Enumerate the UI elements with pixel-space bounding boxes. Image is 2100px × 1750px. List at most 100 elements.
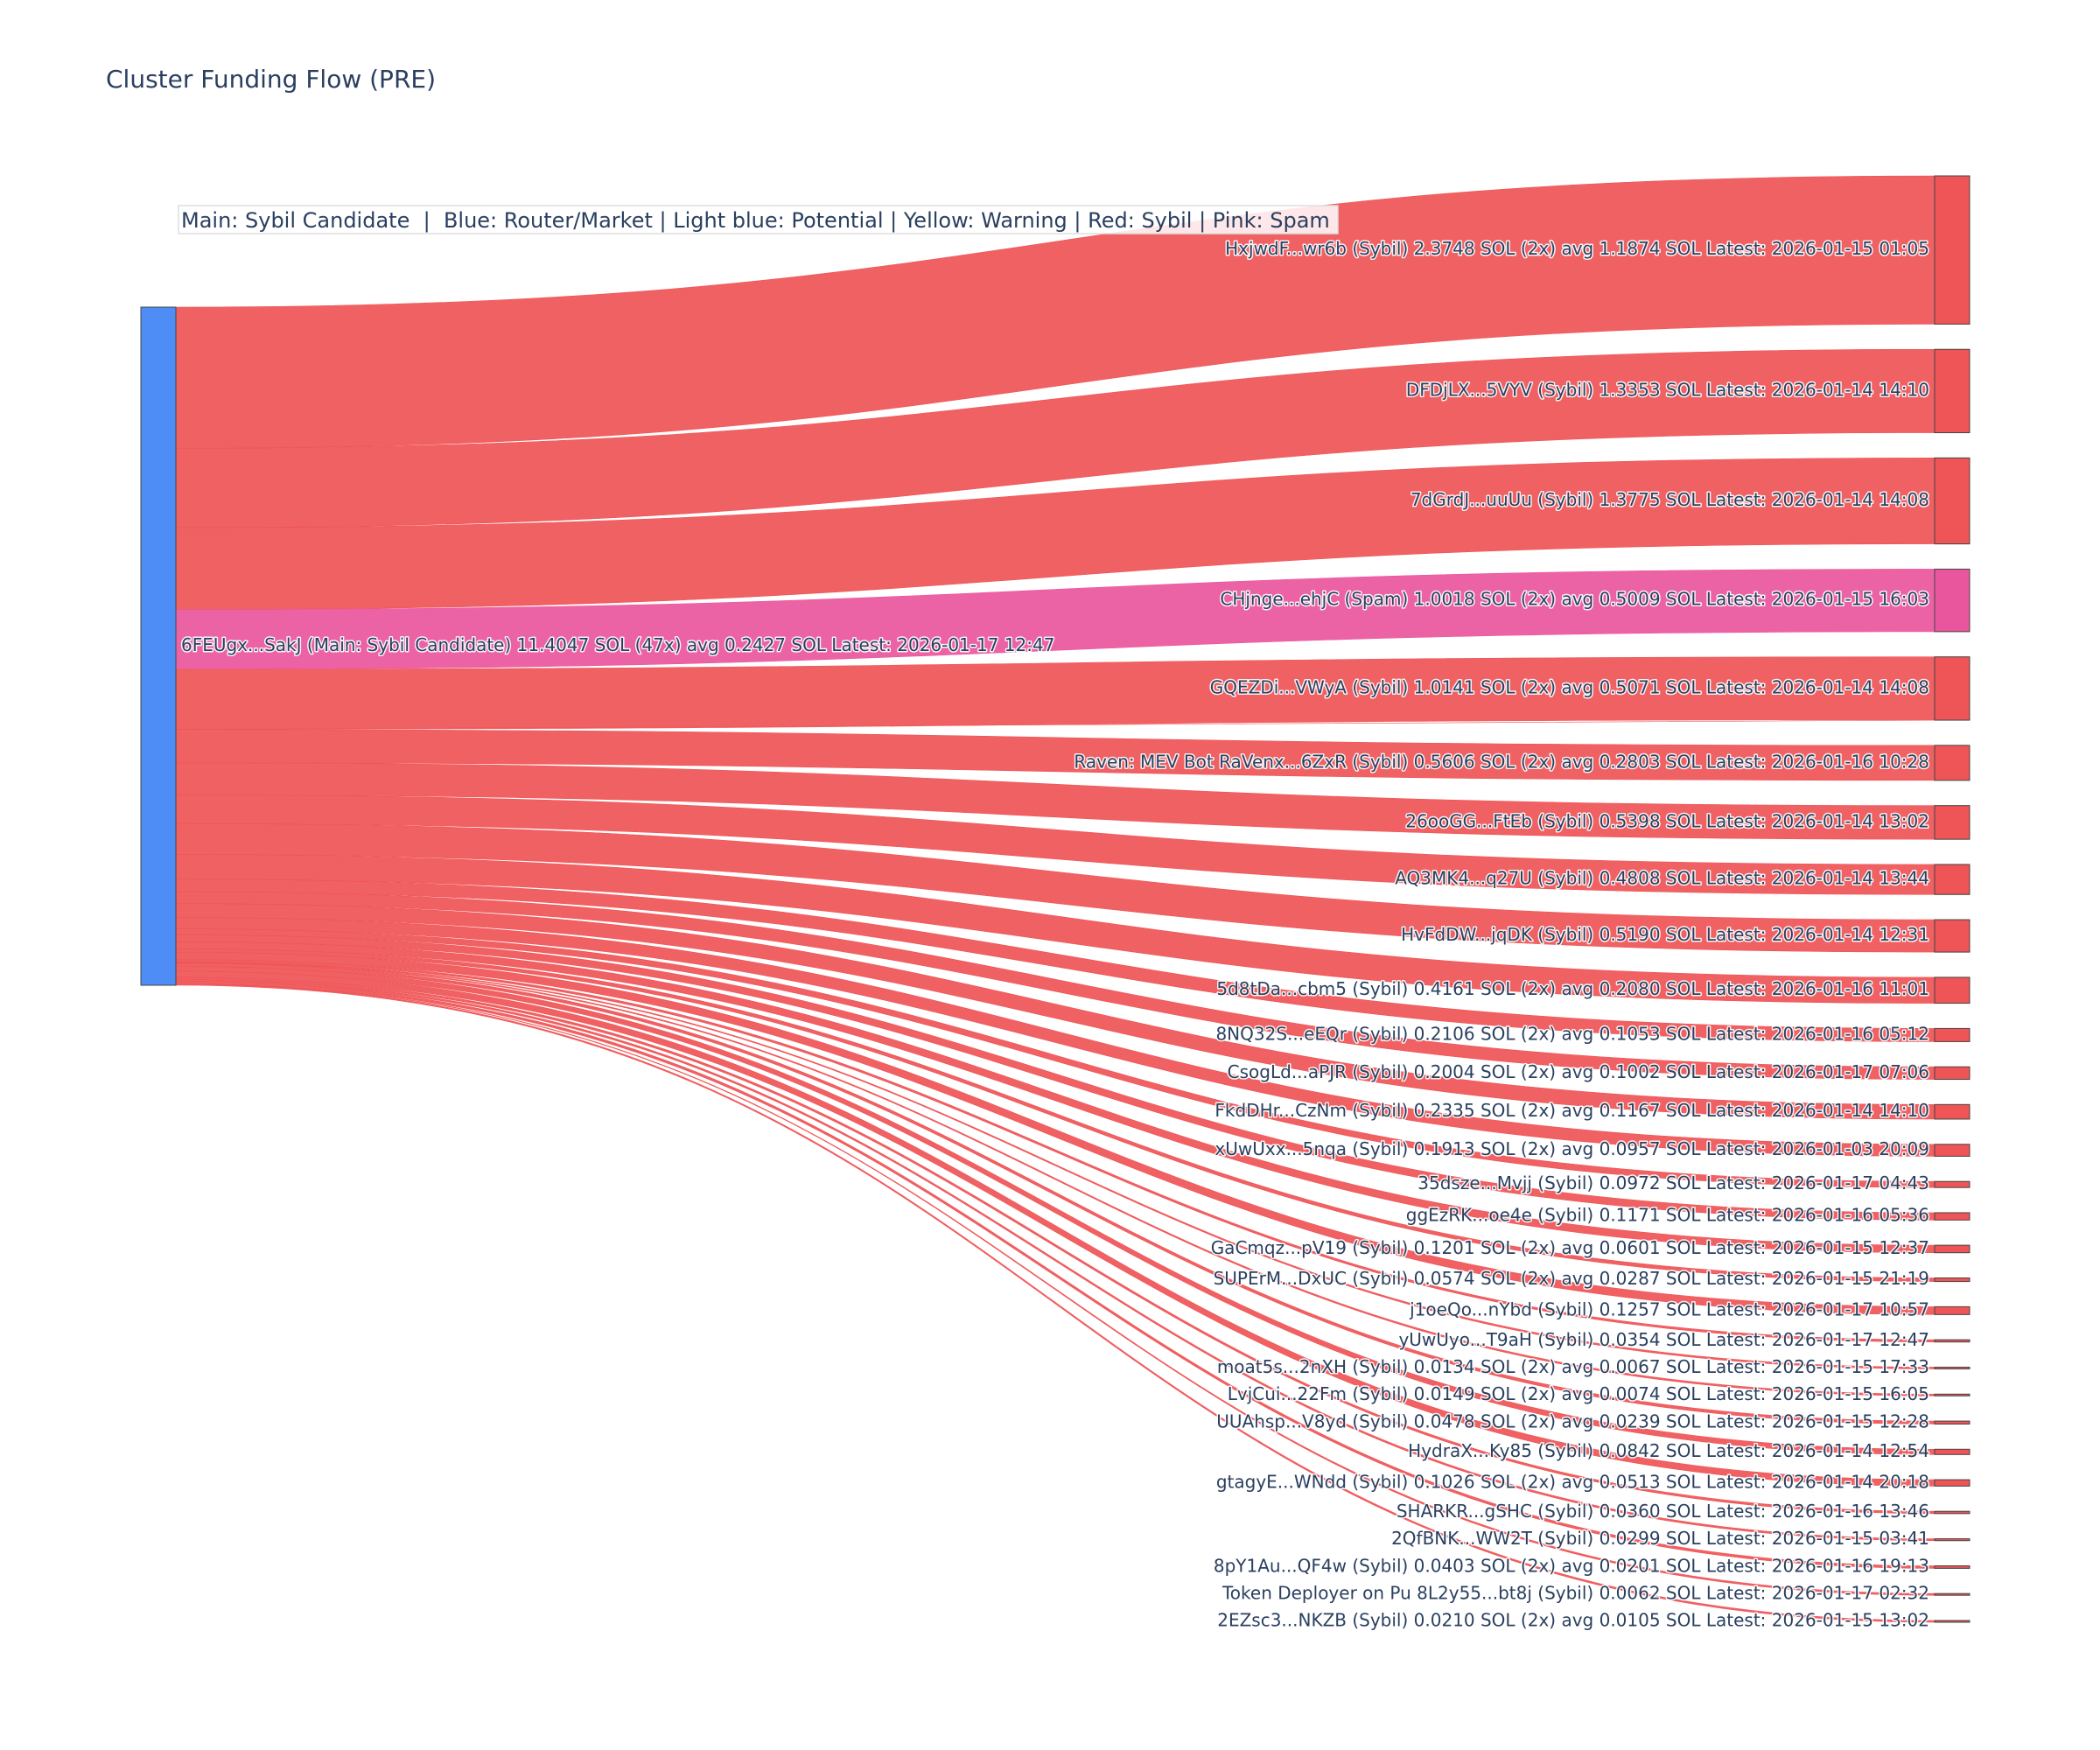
target-label-halo: xUwUxx...5nqa (Sybil) 0.1913 SOL (2x) av… — [1214, 1138, 1929, 1159]
target-node[interactable] — [1934, 457, 1970, 545]
target-node[interactable] — [1934, 1510, 1970, 1515]
target-node[interactable] — [1934, 805, 1970, 840]
target-label: SHARKR...gSHC (Sybil) 0.0360 SOL Latest:… — [1395, 1500, 1930, 1523]
target-label: 35dsze...Mvjj (Sybil) 0.0972 SOL Latest:… — [1417, 1172, 1931, 1195]
target-label-text: ggEzRK...oe4e (Sybil) 0.1171 SOL Latest:… — [1406, 1205, 1929, 1226]
target-label: j1oeQo...nYbd (Sybil) 0.1257 SOL Latest:… — [1408, 1298, 1931, 1321]
target-node[interactable] — [1934, 1479, 1970, 1487]
target-node[interactable] — [1934, 1244, 1970, 1254]
target-node[interactable] — [1934, 1144, 1970, 1157]
target-node[interactable] — [1934, 1212, 1970, 1221]
target-label: CsogLd...aPJR (Sybil) 0.2004 SOL (2x) av… — [1226, 1060, 1930, 1083]
target-label: AQ3MK4...q27U (Sybil) 0.4808 SOL Latest:… — [1394, 866, 1931, 890]
target-label-halo: yUwUyo...T9aH (Sybil) 0.0354 SOL Latest:… — [1398, 1329, 1929, 1350]
target-label-text: Token Deployer on Pu 8L2y55...bt8j (Sybi… — [1222, 1583, 1929, 1604]
target-label-text: 35dsze...Mvjj (Sybil) 0.0972 SOL Latest:… — [1418, 1172, 1929, 1194]
target-node[interactable] — [1934, 864, 1970, 895]
target-label-halo: HxjwdF...wr6b (Sybil) 2.3748 SOL (2x) av… — [1225, 238, 1929, 259]
target-label-halo: 7dGrdJ...uuUu (Sybil) 1.3775 SOL Latest:… — [1410, 489, 1929, 510]
target-label-text: AQ3MK4...q27U (Sybil) 0.4808 SOL Latest:… — [1395, 868, 1929, 889]
target-label-text: CsogLd...aPJR (Sybil) 0.2004 SOL (2x) av… — [1228, 1061, 1929, 1082]
labels-layer: 6FEUgx...SakJ (Main: Sybil Candidate) 11… — [180, 237, 1931, 1632]
target-node[interactable] — [1934, 1366, 1970, 1369]
target-label-halo: gtagyE...WNdd (Sybil) 0.1026 SOL (2x) av… — [1216, 1471, 1929, 1492]
target-label-text: gtagyE...WNdd (Sybil) 0.1026 SOL (2x) av… — [1216, 1471, 1929, 1492]
target-label-text: HydraX...Ky85 (Sybil) 0.0842 SOL Latest:… — [1408, 1440, 1929, 1461]
target-node[interactable] — [1934, 348, 1970, 434]
target-node[interactable] — [1934, 1027, 1970, 1042]
nodes-layer — [140, 175, 1970, 1623]
target-label-halo: 5d8tDa...cbm5 (Sybil) 0.4161 SOL (2x) av… — [1216, 978, 1929, 999]
target-node[interactable] — [1934, 1066, 1970, 1081]
target-node[interactable] — [1934, 175, 1970, 325]
target-label: 2EZsc3...NKZB (Sybil) 0.0210 SOL (2x) av… — [1216, 1608, 1931, 1632]
target-label: 8pY1Au...QF4w (Sybil) 0.0403 SOL (2x) av… — [1212, 1554, 1930, 1578]
target-label-halo: UUAhsp...V8yd (Sybil) 0.0478 SOL (2x) av… — [1216, 1410, 1929, 1432]
target-label-halo: Token Deployer on Pu 8L2y55...bt8j (Sybi… — [1222, 1583, 1929, 1604]
target-node[interactable] — [1934, 1538, 1970, 1542]
target-label-halo: HydraX...Ky85 (Sybil) 0.0842 SOL Latest:… — [1408, 1440, 1929, 1461]
target-label: FkdDHr...CzNm (Sybil) 0.2335 SOL (2x) av… — [1214, 1099, 1931, 1123]
target-label-text: 5d8tDa...cbm5 (Sybil) 0.4161 SOL (2x) av… — [1216, 978, 1929, 999]
target-label-halo: Raven: MEV Bot RaVenx...6ZxR (Sybil) 0.5… — [1074, 751, 1929, 772]
target-label-text: GaCmqz...pV19 (Sybil) 0.1201 SOL (2x) av… — [1211, 1237, 1929, 1258]
target-label-text: GQEZDi...VWyA (Sybil) 1.0141 SOL (2x) av… — [1210, 676, 1929, 697]
target-label-halo: SHARKR...gSHC (Sybil) 0.0360 SOL Latest:… — [1396, 1501, 1929, 1522]
target-label-text: 26ooGG...FtEb (Sybil) 0.5398 SOL Latest:… — [1405, 810, 1929, 831]
target-label: CHjnge...ehjC (Spam) 1.0018 SOL (2x) avg… — [1219, 587, 1931, 611]
target-label-text: j1oeQo...nYbd (Sybil) 0.1257 SOL Latest:… — [1409, 1298, 1929, 1320]
target-node[interactable] — [1934, 1592, 1970, 1596]
target-node[interactable] — [1934, 1420, 1970, 1424]
legend-note-text: Main: Sybil Candidate | Blue: Router/Mar… — [181, 208, 1330, 233]
target-label-halo: 26ooGG...FtEb (Sybil) 0.5398 SOL Latest:… — [1405, 810, 1929, 831]
target-label-halo: ggEzRK...oe4e (Sybil) 0.1171 SOL Latest:… — [1406, 1205, 1929, 1226]
target-node[interactable] — [1934, 1306, 1970, 1315]
target-label-halo: AQ3MK4...q27U (Sybil) 0.4808 SOL Latest:… — [1395, 868, 1929, 889]
target-label: GaCmqz...pV19 (Sybil) 0.1201 SOL (2x) av… — [1209, 1236, 1930, 1259]
target-label-text: 7dGrdJ...uuUu (Sybil) 1.3775 SOL Latest:… — [1410, 489, 1929, 510]
target-node[interactable] — [1934, 1180, 1970, 1188]
target-node[interactable] — [1934, 1565, 1970, 1569]
target-label-text: SHARKR...gSHC (Sybil) 0.0360 SOL Latest:… — [1396, 1501, 1929, 1522]
target-node[interactable] — [1934, 656, 1970, 721]
target-node[interactable] — [1934, 976, 1970, 1004]
target-label: SUPErM...DxUC (Sybil) 0.0574 SOL (2x) av… — [1212, 1267, 1930, 1291]
target-label-text: CHjnge...ehjC (Spam) 1.0018 SOL (2x) avg… — [1220, 589, 1929, 610]
target-node[interactable] — [1934, 919, 1970, 953]
target-label-halo: LvjCui...22Fm (Sybil) 0.0149 SOL (2x) av… — [1228, 1383, 1929, 1404]
target-label-text: HvFdDW...jqDK (Sybil) 0.5190 SOL Latest:… — [1401, 924, 1929, 945]
target-label-text: xUwUxx...5nqa (Sybil) 0.1913 SOL (2x) av… — [1214, 1138, 1929, 1159]
target-label: LvjCui...22Fm (Sybil) 0.0149 SOL (2x) av… — [1226, 1382, 1930, 1405]
target-node[interactable] — [1934, 1393, 1970, 1396]
target-label: DFDjLX...5VYV (Sybil) 1.3353 SOL Latest:… — [1404, 378, 1930, 402]
legend-note: Main: Sybil Candidate | Blue: Router/Mar… — [178, 205, 1339, 234]
target-node[interactable] — [1934, 1620, 1970, 1623]
target-label: ggEzRK...oe4e (Sybil) 0.1171 SOL Latest:… — [1404, 1203, 1930, 1227]
target-label-text: LvjCui...22Fm (Sybil) 0.0149 SOL (2x) av… — [1228, 1383, 1929, 1404]
target-label: gtagyE...WNdd (Sybil) 0.1026 SOL (2x) av… — [1214, 1470, 1930, 1494]
target-label-text: UUAhsp...V8yd (Sybil) 0.0478 SOL (2x) av… — [1216, 1410, 1929, 1432]
target-node[interactable] — [1934, 1103, 1970, 1120]
source-node[interactable] — [140, 306, 177, 986]
target-label-halo: 2QfBNK...WW2T (Sybil) 0.0299 SOL Latest:… — [1391, 1528, 1929, 1549]
target-label: 8NQ32S...eEQr (Sybil) 0.2106 SOL (2x) av… — [1214, 1022, 1931, 1046]
legend-note-box — [178, 205, 1339, 234]
target-node[interactable] — [1934, 1277, 1970, 1283]
target-label-text: SUPErM...DxUC (Sybil) 0.0574 SOL (2x) av… — [1214, 1268, 1929, 1289]
target-node[interactable] — [1934, 1448, 1970, 1455]
target-label-halo: GQEZDi...VWyA (Sybil) 1.0141 SOL (2x) av… — [1210, 676, 1929, 697]
target-node[interactable] — [1934, 745, 1970, 781]
target-label-text: 2EZsc3...NKZB (Sybil) 0.0210 SOL (2x) av… — [1217, 1610, 1929, 1631]
target-label-halo: GaCmqz...pV19 (Sybil) 0.1201 SOL (2x) av… — [1211, 1237, 1929, 1258]
target-label: HxjwdF...wr6b (Sybil) 2.3748 SOL (2x) av… — [1224, 237, 1931, 261]
target-label-halo: 8NQ32S...eEQr (Sybil) 0.2106 SOL (2x) av… — [1215, 1023, 1929, 1044]
target-label: moat5s...2nXH (Sybil) 0.0134 SOL (2x) av… — [1215, 1354, 1930, 1378]
target-label-halo: moat5s...2nXH (Sybil) 0.0134 SOL (2x) av… — [1217, 1356, 1929, 1377]
target-label: yUwUyo...T9aH (Sybil) 0.0354 SOL Latest:… — [1397, 1327, 1931, 1351]
target-node[interactable] — [1934, 1339, 1970, 1343]
links-layer — [175, 175, 1936, 1623]
target-label: HydraX...Ky85 (Sybil) 0.0842 SOL Latest:… — [1407, 1438, 1931, 1462]
target-label: HvFdDW...jqDK (Sybil) 0.5190 SOL Latest:… — [1400, 923, 1931, 947]
target-label: 2QfBNK...WW2T (Sybil) 0.0299 SOL Latest:… — [1390, 1527, 1931, 1550]
target-node[interactable] — [1934, 568, 1970, 633]
